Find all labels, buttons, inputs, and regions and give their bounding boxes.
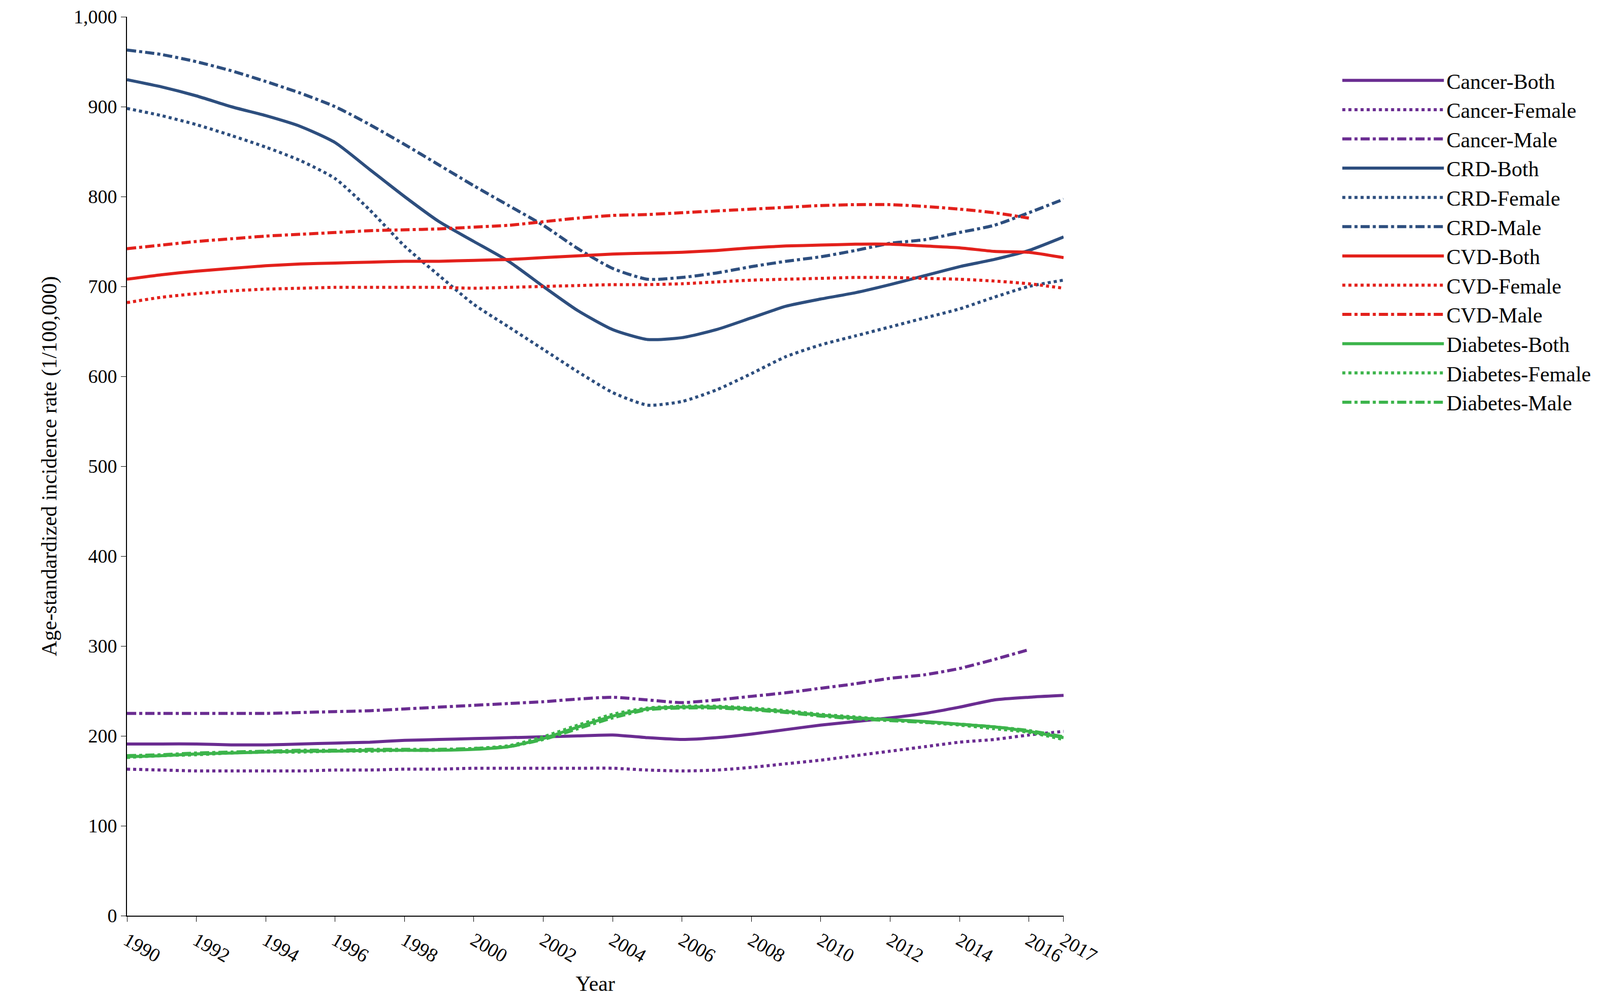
svg-text:Cancer-Female: Cancer-Female [1446,99,1577,123]
svg-text:2000: 2000 [466,929,511,967]
svg-text:2002: 2002 [536,929,581,967]
svg-text:2008: 2008 [744,929,789,967]
svg-text:CRD-Both: CRD-Both [1446,157,1540,181]
svg-text:CRD-Female: CRD-Female [1446,186,1561,211]
svg-text:Cancer-Both: Cancer-Both [1446,70,1556,94]
svg-text:Year: Year [575,972,615,996]
svg-text:2004: 2004 [605,929,651,967]
svg-text:800: 800 [87,185,117,208]
svg-text:2006: 2006 [675,929,720,967]
svg-text:CVD-Both: CVD-Both [1446,245,1541,269]
svg-text:0: 0 [107,905,117,927]
svg-text:Cancer-Male: Cancer-Male [1446,128,1558,152]
svg-text:1994: 1994 [259,929,304,967]
svg-text:CVD-Male: CVD-Male [1446,303,1543,328]
svg-text:300: 300 [87,635,117,657]
svg-text:200: 200 [87,725,117,747]
svg-text:Diabetes-Female: Diabetes-Female [1446,362,1592,387]
svg-text:2010: 2010 [813,929,858,967]
svg-text:Age-standardized incidence rat: Age-standardized incidence rate (1/100,0… [37,276,62,657]
svg-text:700: 700 [87,275,117,298]
svg-text:600: 600 [87,365,117,388]
svg-text:1,000: 1,000 [73,6,118,28]
svg-text:Diabetes-Male: Diabetes-Male [1446,391,1573,415]
svg-text:2017: 2017 [1056,929,1101,967]
svg-text:1992: 1992 [189,929,234,967]
svg-text:400: 400 [87,545,117,567]
svg-text:2014: 2014 [952,929,998,967]
svg-text:1990: 1990 [120,929,165,967]
svg-text:1996: 1996 [328,929,373,967]
svg-text:500: 500 [87,455,117,477]
svg-text:900: 900 [87,96,117,118]
svg-text:CVD-Female: CVD-Female [1446,274,1562,299]
svg-text:Diabetes-Both: Diabetes-Both [1446,333,1571,357]
svg-text:1998: 1998 [397,929,442,967]
svg-text:CRD-Male: CRD-Male [1446,216,1542,240]
svg-text:2012: 2012 [883,929,928,967]
svg-text:100: 100 [87,815,117,837]
svg-text:2016: 2016 [1021,929,1067,967]
